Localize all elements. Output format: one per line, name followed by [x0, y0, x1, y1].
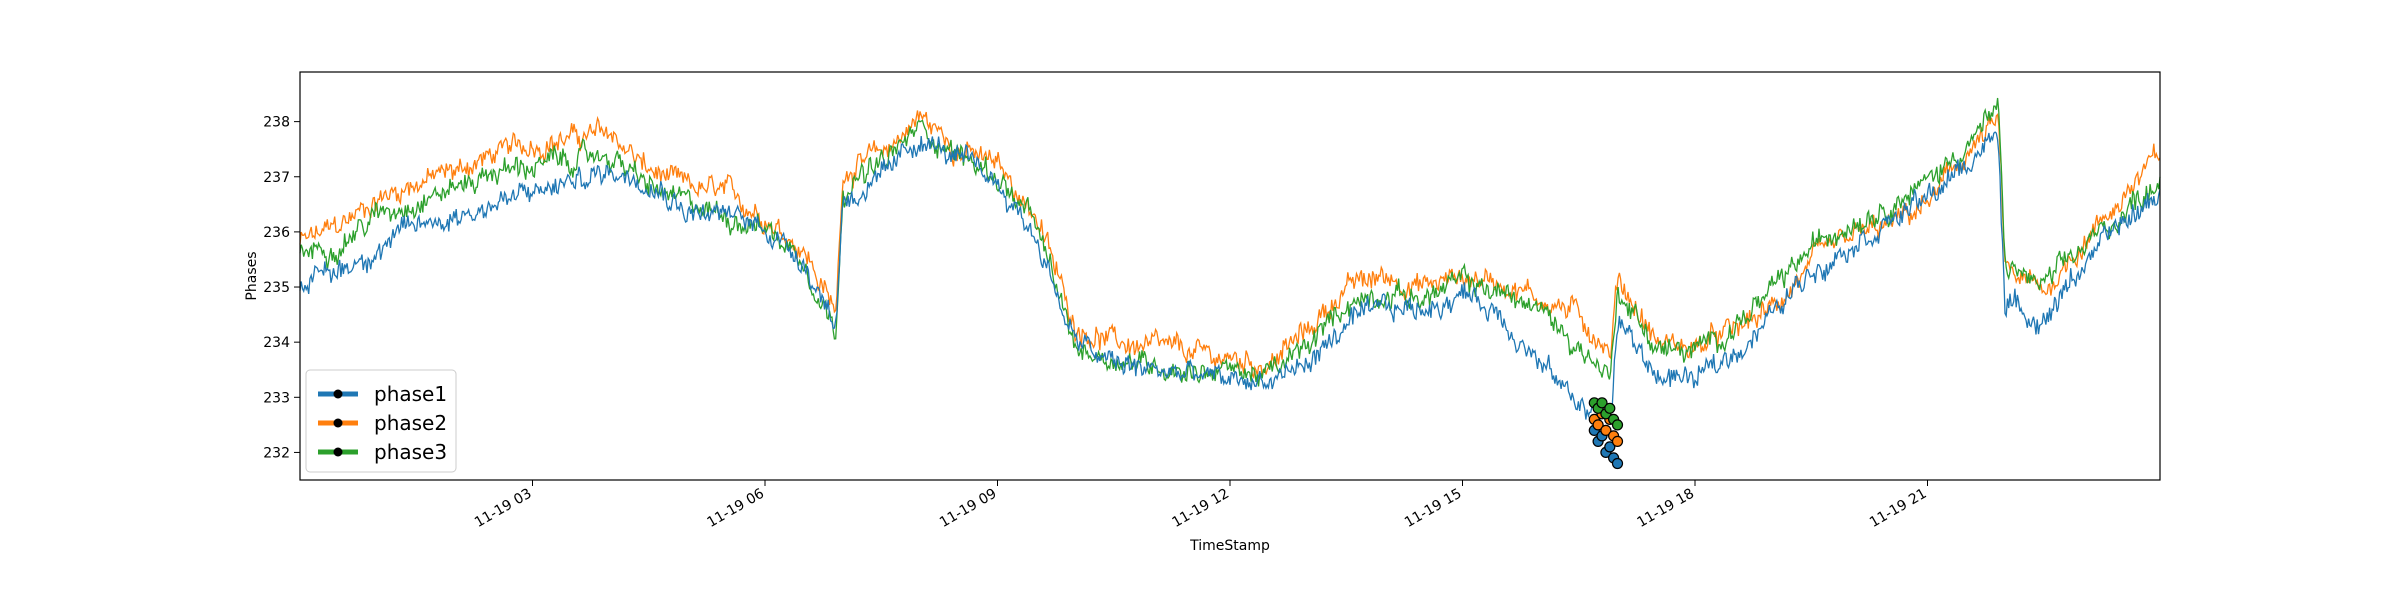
y-tick-label: 232	[263, 445, 290, 461]
series-line-phase1	[299, 131, 2161, 426]
legend: phase1 phase2 phase3	[305, 369, 457, 473]
marker-phase1	[1604, 441, 1616, 453]
legend-item-phase3: phase3	[318, 440, 447, 464]
y-tick-label: 234	[263, 335, 290, 351]
legend-label: phase3	[374, 440, 447, 464]
y-tick-label: 235	[263, 280, 290, 296]
series-line-phase3	[299, 97, 2161, 387]
marker-phase2	[1611, 435, 1624, 447]
marker-phase1	[1611, 457, 1624, 470]
marker-phase3	[1596, 397, 1608, 409]
marker-phase3	[1604, 402, 1616, 414]
marker-phase2	[1592, 419, 1604, 431]
marker-phase2	[1600, 424, 1612, 436]
marker-layer	[1588, 397, 1624, 470]
legend-item-phase1: phase1	[318, 382, 447, 406]
legend-marker	[333, 447, 343, 457]
legend-entries: phase1 phase2 phase3	[318, 382, 447, 464]
y-tick-label: 236	[263, 225, 290, 241]
series-layer	[299, 97, 2161, 426]
series-line-phase2	[299, 110, 2161, 380]
x-axis-label: TimeStamp	[1189, 538, 1270, 554]
legend-label: phase1	[374, 382, 447, 406]
legend-marker	[333, 418, 343, 428]
y-axis-ticks: 232 233 234 235 236 237 238	[263, 115, 300, 461]
legend-marker	[333, 389, 343, 399]
y-tick-label: 237	[263, 170, 290, 186]
legend-label: phase2	[374, 411, 447, 435]
y-axis-label: Phases	[244, 251, 260, 300]
legend-item-phase2: phase2	[318, 411, 447, 435]
y-tick-label: 233	[263, 390, 290, 406]
marker-phase3	[1611, 419, 1624, 431]
y-tick-label: 238	[263, 115, 290, 131]
